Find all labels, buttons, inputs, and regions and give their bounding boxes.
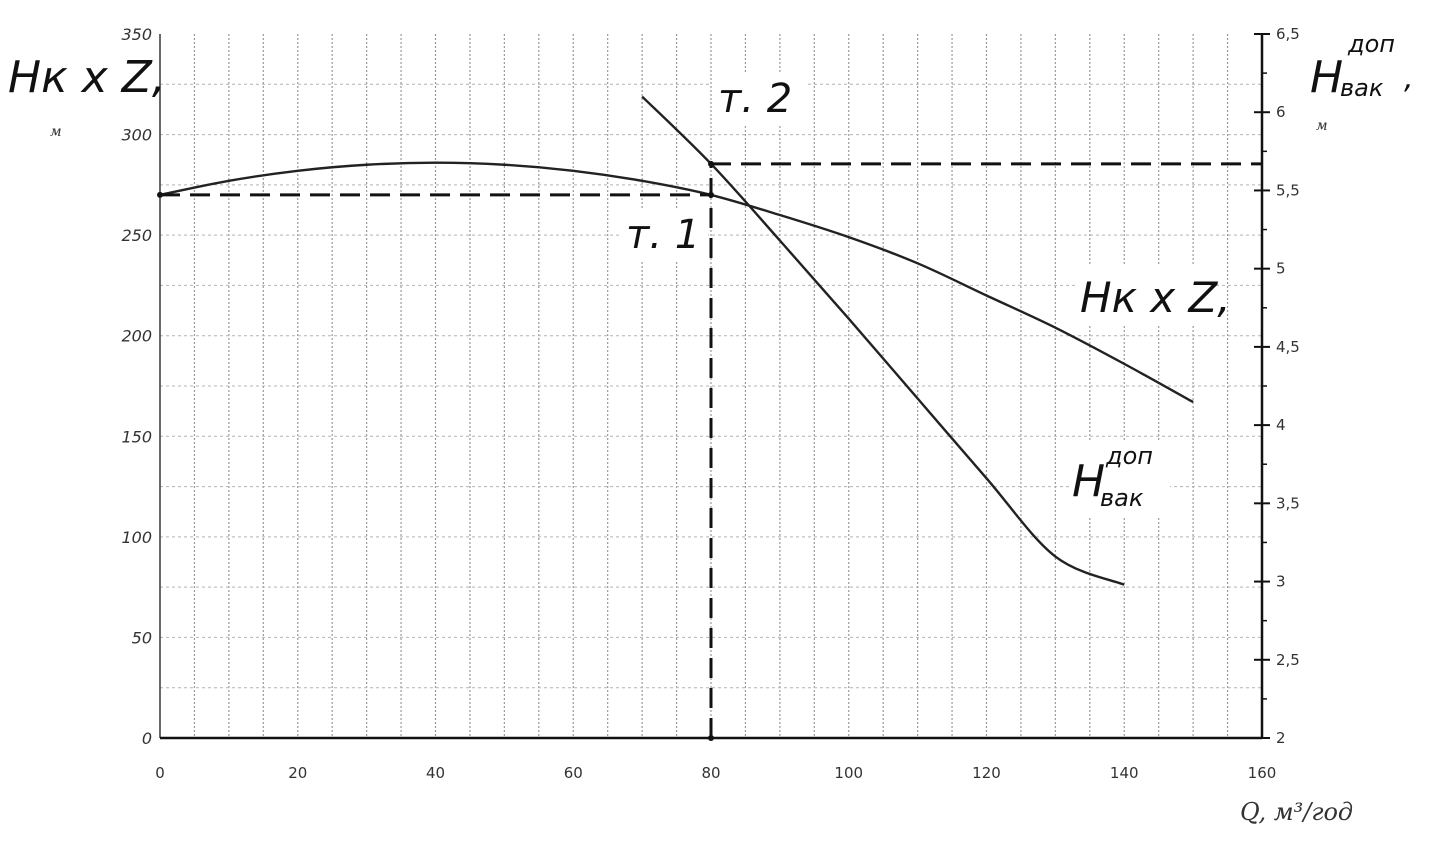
x-tick-label: 0 (155, 764, 165, 782)
series-label-hvak-main: H (1072, 456, 1105, 507)
right-axis-label-sup: доп (1347, 30, 1395, 58)
series-label-hk-bg (1076, 264, 1210, 326)
right-tick-label: 5,5 (1276, 181, 1300, 199)
annotation-t2-bg (712, 74, 806, 126)
left-tick-label: 250 (121, 226, 152, 245)
right-tick-label: 2 (1276, 729, 1286, 747)
x-tick-label: 80 (701, 764, 720, 782)
series-label-hvak: H доп вак (1070, 440, 1170, 518)
x-tick-label: 40 (426, 764, 445, 782)
right-tick-label: 2,5 (1276, 651, 1300, 669)
left-axis-title: Hк x Z, м (8, 52, 166, 140)
guide-endpoint (157, 191, 163, 198)
left-axis-label: Hк x Z, (8, 52, 166, 103)
left-tick-label: 150 (121, 427, 152, 446)
right-tick-label: 4,5 (1276, 338, 1300, 356)
annotation-t2-text: т. 2 (718, 76, 792, 122)
left-tick-label: 0 (142, 729, 152, 748)
right-tick-label: 4 (1276, 416, 1286, 434)
point-t2-marker (708, 160, 714, 167)
series (159, 95, 1194, 586)
x-tick-label: 60 (564, 764, 583, 782)
right-tick-label: 6,5 (1276, 25, 1300, 43)
series-label-hk-text: Hк x Z, (1080, 273, 1231, 322)
left-axis-unit: м (50, 124, 62, 140)
guide-lines (157, 160, 1262, 741)
series-line-hk-xz (159, 161, 1194, 404)
left-tick-label: 100 (121, 528, 152, 547)
x-tick-label: 100 (834, 764, 863, 782)
series-line-hvak (641, 95, 1125, 586)
x-tick-label: 120 (972, 764, 1001, 782)
axes: 05010015020025030035022,533,544,555,566,… (121, 25, 1299, 782)
right-axis-label-sub: вак (1340, 74, 1384, 102)
series-label-hvak-sub: вак (1100, 484, 1144, 512)
series-label-hvak-bg (1070, 440, 1170, 518)
annotation-t1-text: т. 1 (626, 212, 700, 258)
annotation-t1-bg (622, 208, 708, 260)
right-axis-title: H доп вак , м (1310, 30, 1414, 134)
right-tick-label: 6 (1276, 103, 1286, 121)
series-label-hvak-sup: доп (1105, 442, 1153, 470)
annotation-t2: т. 2 (712, 74, 806, 126)
series-label-hk: Hк x Z, (1076, 264, 1231, 326)
x-tick-label: 20 (288, 764, 307, 782)
left-tick-label: 50 (132, 628, 152, 647)
right-tick-label: 3,5 (1276, 494, 1300, 512)
right-tick-label: 3 (1276, 573, 1286, 591)
left-tick-label: 300 (121, 126, 152, 145)
right-tick-label: 5 (1276, 260, 1286, 278)
annotation-t1: т. 1 (622, 208, 708, 260)
x-tick-label: 160 (1248, 764, 1277, 782)
left-tick-label: 350 (121, 25, 152, 44)
left-tick-label: 200 (121, 327, 152, 346)
guide-endpoint (708, 735, 714, 741)
x-tick-label: 140 (1110, 764, 1139, 782)
right-axis-unit: м (1316, 118, 1328, 134)
right-axis-label: H (1310, 52, 1343, 103)
grid (160, 34, 1262, 738)
right-axis-label-comma: , (1404, 61, 1414, 96)
x-axis-label: Q, м³/год (1240, 798, 1353, 826)
point-t1-marker (708, 191, 714, 198)
